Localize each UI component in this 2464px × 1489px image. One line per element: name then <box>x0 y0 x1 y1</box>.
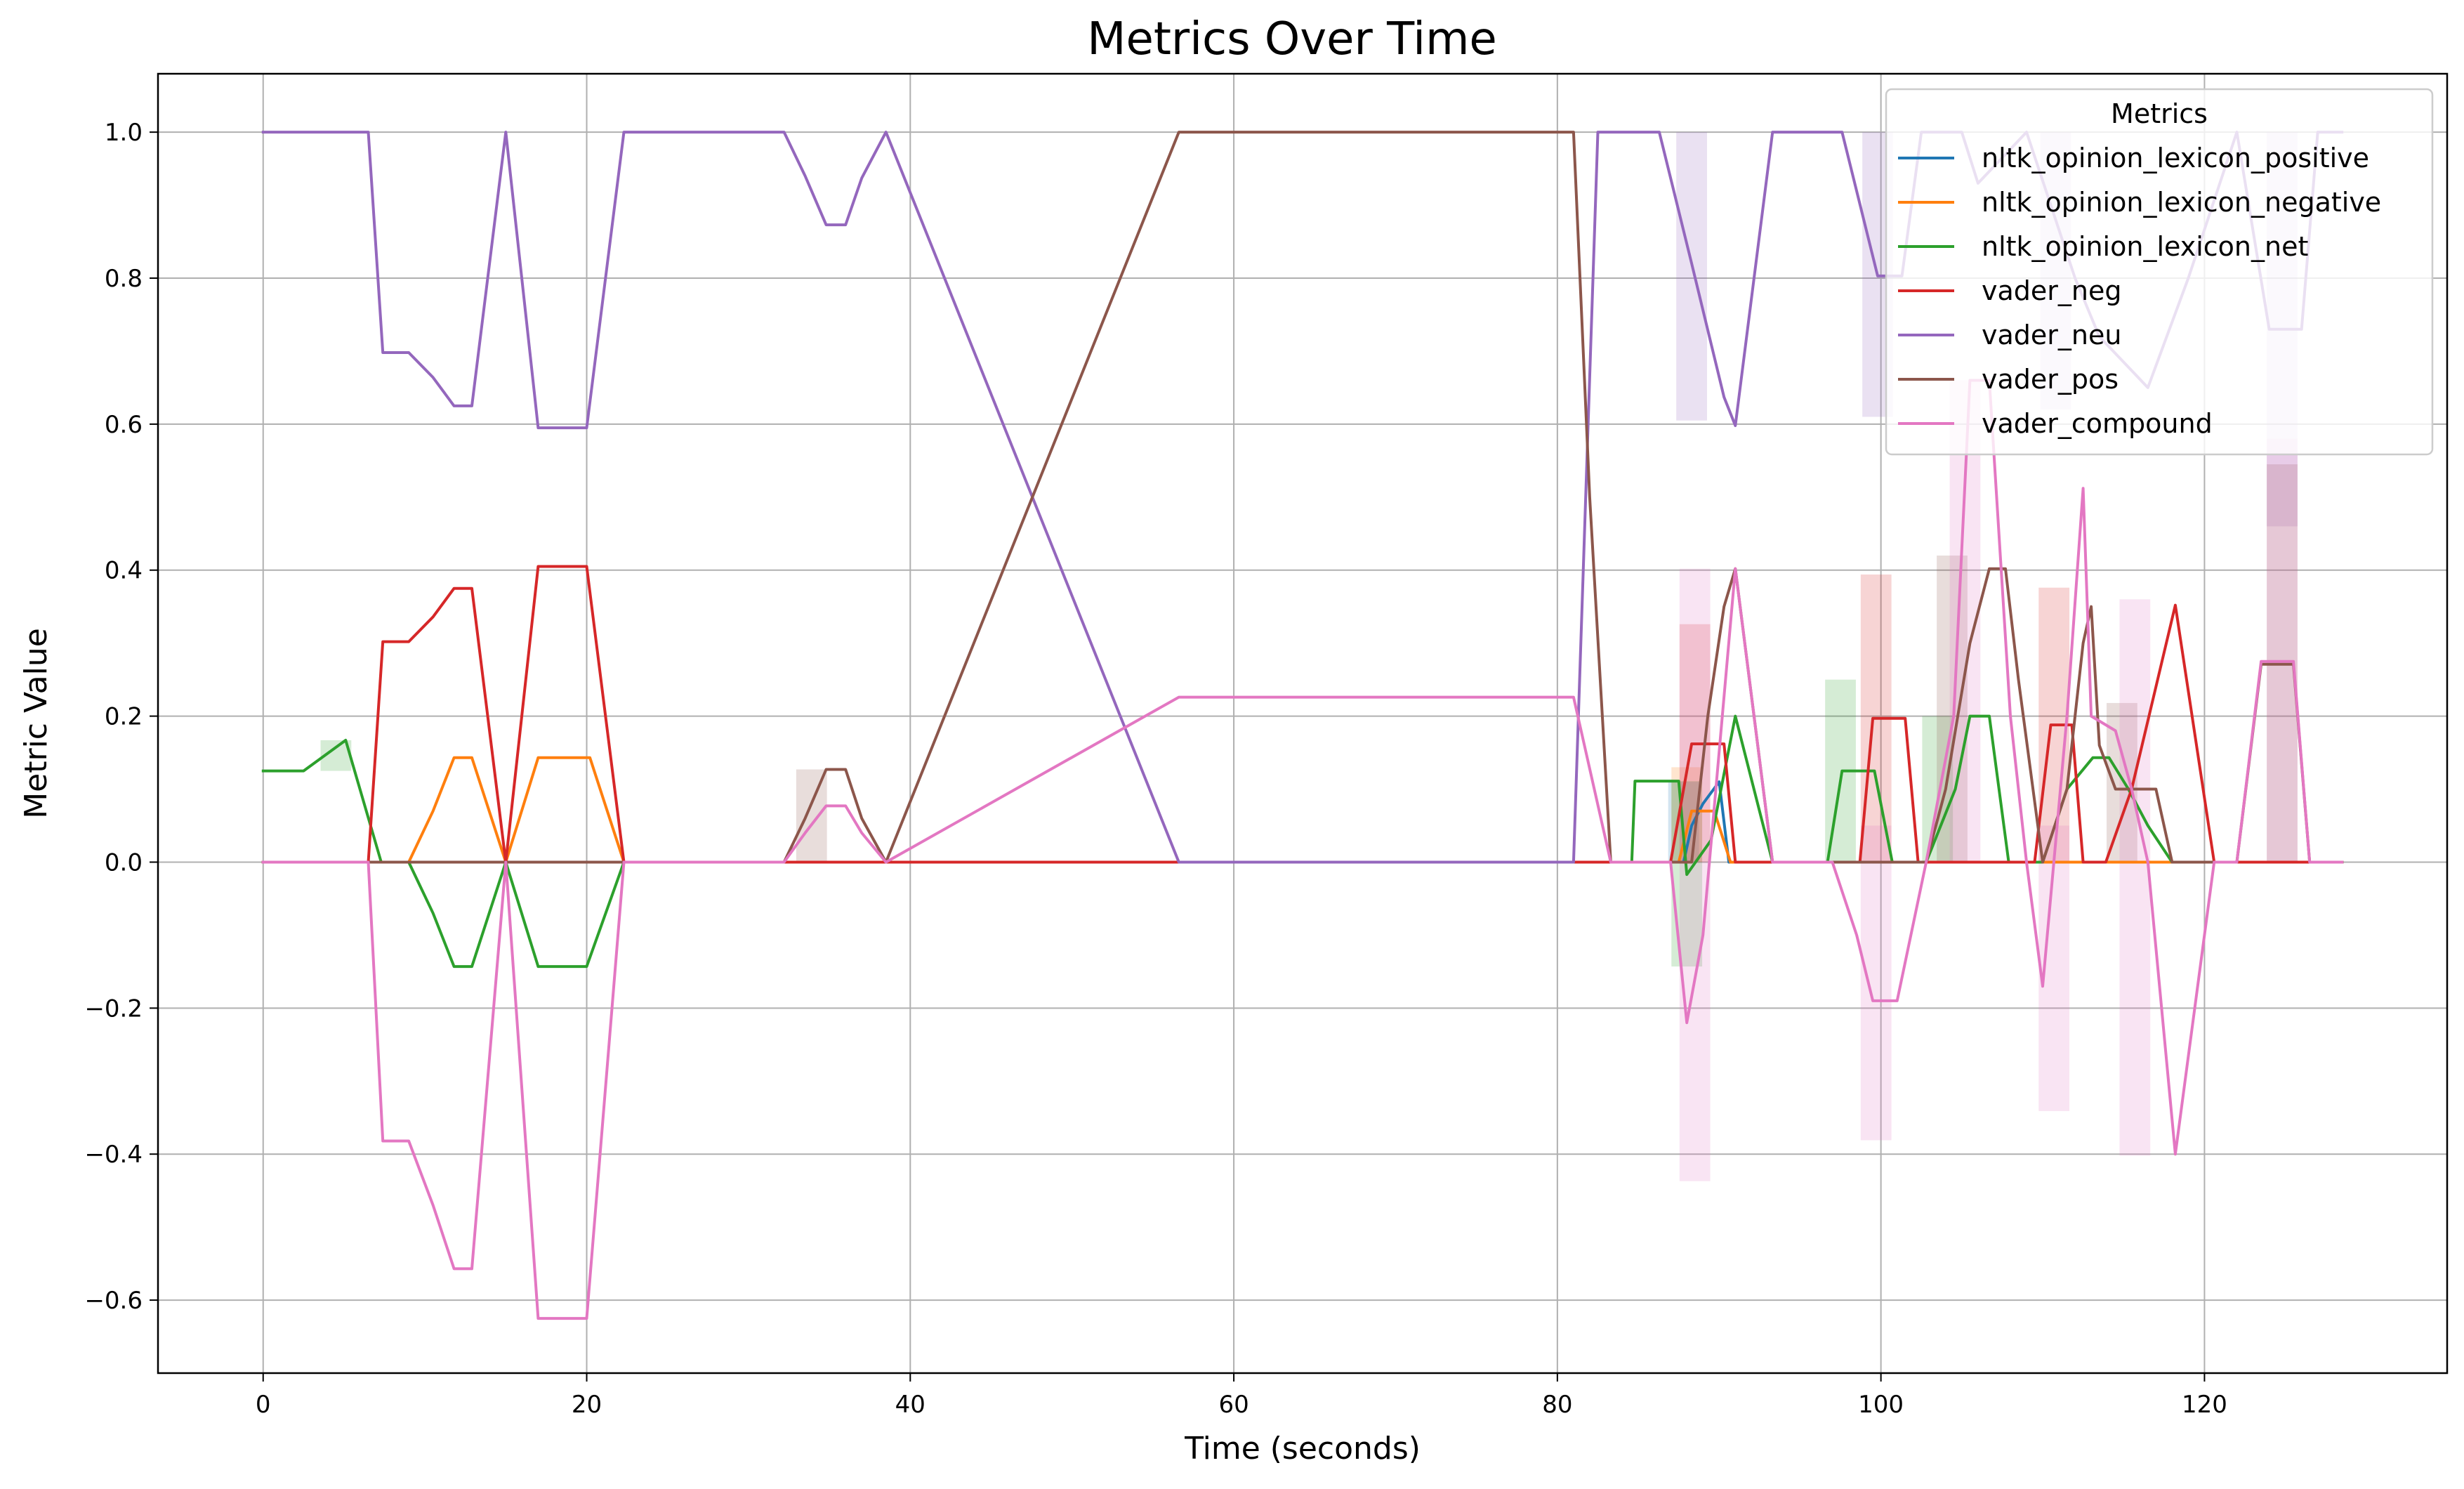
chart-title: Metrics Over Time <box>1087 13 1497 65</box>
y-tick-label: 0.0 <box>105 848 143 877</box>
confidence-band <box>796 769 827 862</box>
x-tick-label: 0 <box>256 1391 271 1419</box>
legend-label: vader_compound <box>1982 408 2213 439</box>
x-tick-label: 120 <box>2182 1391 2227 1419</box>
legend-label: vader_pos <box>1982 364 2119 395</box>
axis-ticks: 0 20 40 60 80 100 120 −0.6 −0.4 −0.2 0.0 0.2 0.4 0.6 0… <box>84 119 2227 1419</box>
confidence-band <box>2267 438 2298 862</box>
y-tick-label: 1.0 <box>105 119 143 147</box>
legend-title: Metrics <box>2111 98 2208 129</box>
x-tick-label: 60 <box>1218 1391 1249 1419</box>
series-line-nltk_opinion_lexicon_net <box>261 714 2344 969</box>
legend-label: nltk_opinion_lexicon_negative <box>1982 187 2381 218</box>
y-tick-label: −0.6 <box>84 1287 143 1315</box>
y-tick-label: −0.2 <box>84 995 143 1023</box>
legend-box <box>1885 88 2434 456</box>
y-tick-label: −0.4 <box>84 1141 143 1169</box>
x-tick-label: 20 <box>572 1391 602 1419</box>
y-tick-label: 0.4 <box>105 557 143 585</box>
confidence-band <box>1937 555 1968 862</box>
x-tick-label: 100 <box>1858 1391 1904 1419</box>
confidence-band <box>1679 568 1711 1181</box>
plot-area-frame <box>157 72 2449 1375</box>
y-tick-label: 0.6 <box>105 411 143 439</box>
x-axis-label: Time (seconds) <box>1184 1431 1421 1467</box>
y-tick-label: 0.8 <box>105 265 143 293</box>
confidence-band <box>2119 599 2151 1156</box>
series-line-vader_neg <box>261 565 2344 864</box>
legend-items: nltk_opinion_lexicon_positive nltk_opinio… <box>1898 143 2381 439</box>
legend-label: vader_neu <box>1982 320 2121 350</box>
y-tick-label: 0.2 <box>105 703 143 731</box>
legend: Metrics nltk_opinion_lexicon_positivenlt… <box>1885 88 2434 456</box>
legend-label: nltk_opinion_lexicon_positive <box>1982 143 2369 173</box>
y-axis-label: Metric Value <box>18 628 54 819</box>
series-line-nltk_opinion_lexicon_positive <box>261 780 2344 864</box>
x-tick-label: 80 <box>1542 1391 1572 1419</box>
legend-label: vader_neg <box>1982 275 2121 306</box>
series-line-vader_pos <box>261 131 2344 864</box>
confidence-band <box>1860 825 1892 1141</box>
series-line-vader_compound <box>261 379 2344 1320</box>
x-tick-label: 40 <box>895 1391 925 1419</box>
confidence-band <box>1676 132 1707 421</box>
legend-label: nltk_opinion_lexicon_net <box>1982 231 2308 262</box>
series-line-nltk_opinion_lexicon_negative <box>261 756 2344 864</box>
